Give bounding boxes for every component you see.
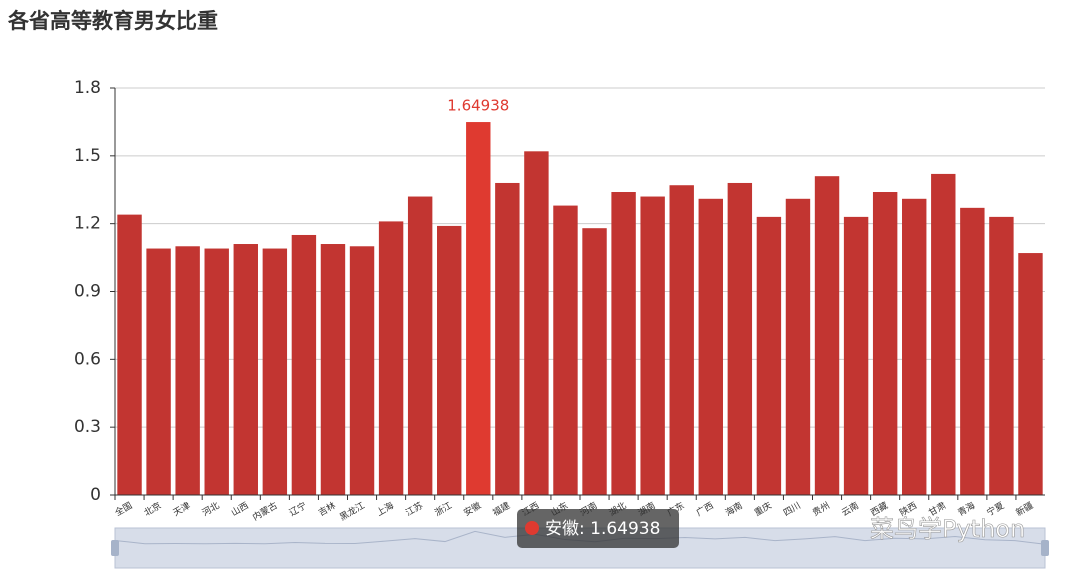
bar bbox=[233, 244, 258, 495]
bar bbox=[843, 216, 869, 495]
bar bbox=[495, 182, 520, 495]
x-tick-label: 辽宁 bbox=[287, 499, 309, 518]
bar bbox=[669, 185, 694, 495]
watermark: 菜鸟学Python bbox=[870, 515, 1025, 543]
x-tick-label: 全国 bbox=[113, 499, 135, 518]
bar bbox=[814, 176, 840, 495]
bar bbox=[524, 151, 549, 496]
bar bbox=[146, 248, 171, 495]
bar bbox=[611, 192, 636, 495]
y-tick-label: 0.9 bbox=[74, 282, 101, 302]
bar bbox=[466, 122, 491, 495]
x-tick-label: 吉林 bbox=[316, 499, 338, 518]
bar bbox=[989, 216, 1014, 495]
chart-title: 各省高等教育男女比重 bbox=[7, 9, 218, 33]
bar bbox=[640, 196, 665, 496]
x-tick-label: 浙江 bbox=[432, 499, 454, 518]
x-tick-label: 广西 bbox=[694, 499, 716, 518]
bar bbox=[175, 246, 200, 495]
bar bbox=[320, 244, 346, 495]
bar bbox=[204, 248, 229, 495]
bar bbox=[902, 198, 927, 496]
bar bbox=[262, 248, 288, 495]
bar bbox=[378, 221, 404, 495]
y-tick-label: 1.8 bbox=[74, 78, 101, 98]
value-label: 1.64938 bbox=[447, 97, 509, 115]
y-tick-label: 1.5 bbox=[74, 146, 101, 166]
bar bbox=[582, 228, 607, 495]
bar bbox=[727, 182, 753, 495]
bar bbox=[437, 225, 462, 495]
tooltip: 安徽: 1.64938 bbox=[517, 509, 679, 548]
x-tick-label: 云南 bbox=[839, 499, 861, 518]
x-tick-label: 贵州 bbox=[810, 499, 832, 518]
y-tick-label: 0.3 bbox=[74, 417, 101, 437]
x-tick-label: 黑龙江 bbox=[337, 499, 366, 523]
tooltip-marker bbox=[525, 521, 539, 535]
bar bbox=[931, 173, 956, 495]
x-tick-label: 北京 bbox=[142, 499, 164, 518]
bar bbox=[553, 205, 578, 496]
y-tick-label: 0 bbox=[90, 485, 101, 505]
x-tick-label: 山西 bbox=[229, 500, 250, 519]
x-tick-label: 上海 bbox=[374, 499, 396, 518]
x-tick-label: 江苏 bbox=[403, 499, 425, 518]
bar bbox=[698, 198, 723, 496]
bar bbox=[349, 246, 375, 495]
tooltip-box bbox=[517, 509, 679, 548]
bar bbox=[785, 198, 811, 496]
bar bbox=[756, 216, 782, 495]
x-tick-label: 天津 bbox=[171, 500, 192, 519]
tooltip-text: 安徽: 1.64938 bbox=[545, 519, 660, 539]
bar bbox=[872, 192, 898, 495]
x-tick-label: 重庆 bbox=[752, 499, 774, 518]
x-tick-label: 内蒙古 bbox=[250, 499, 279, 523]
y-tick-label: 1.2 bbox=[74, 214, 101, 234]
y-tick-label: 0.6 bbox=[74, 349, 101, 369]
zoom-handle bbox=[1041, 540, 1049, 556]
x-tick-label: 福建 bbox=[490, 499, 512, 518]
bar bbox=[117, 214, 142, 495]
bar bbox=[291, 234, 317, 495]
x-tick-label: 安徽 bbox=[461, 499, 483, 518]
bar bbox=[407, 196, 433, 496]
x-tick-label: 四川 bbox=[782, 501, 803, 519]
zoom-handle bbox=[111, 540, 119, 556]
x-tick-label: 河北 bbox=[200, 499, 222, 518]
bar bbox=[960, 207, 985, 496]
x-tick-label: 海南 bbox=[723, 499, 745, 518]
bar bbox=[1018, 253, 1043, 495]
